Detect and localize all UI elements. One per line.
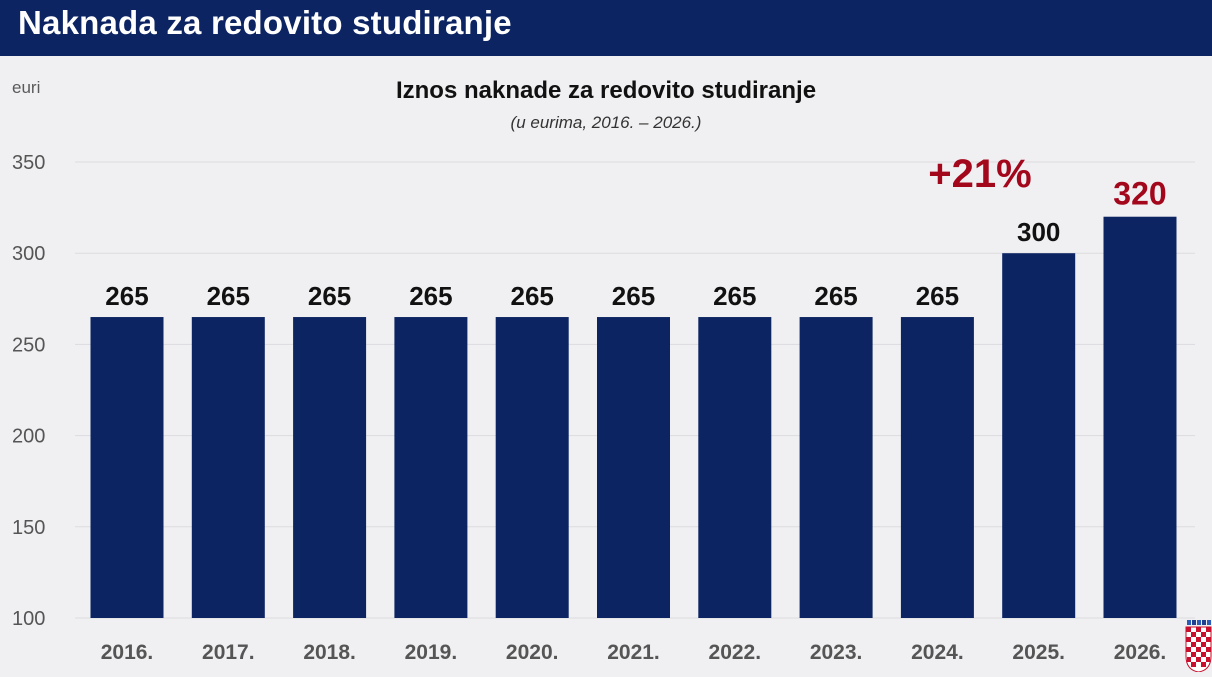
- x-tick-label: 2020.: [506, 641, 559, 664]
- bar: [597, 317, 670, 618]
- value-label: 265: [916, 281, 959, 311]
- x-tick-label: 2021.: [607, 641, 660, 664]
- value-label: 265: [713, 281, 756, 311]
- value-label: 265: [511, 281, 554, 311]
- x-tick-label: 2019.: [405, 641, 458, 664]
- y-tick-label: 300: [12, 243, 45, 265]
- x-tick-label: 2026.: [1114, 641, 1167, 664]
- value-label: 265: [409, 281, 452, 311]
- value-label: 300: [1017, 217, 1060, 247]
- bar: [293, 317, 367, 618]
- value-label: 265: [814, 281, 857, 311]
- x-tick-label: 2022.: [709, 641, 762, 664]
- bar: [900, 317, 974, 618]
- x-tick-label: 2024.: [911, 641, 964, 664]
- growth-annotation: +21%: [928, 152, 1031, 196]
- bar: [90, 317, 164, 618]
- bar: [1103, 216, 1177, 618]
- y-tick-label: 250: [12, 334, 45, 356]
- y-axis-label: euri: [12, 78, 40, 97]
- bar-chart: euri Iznos naknade za redovito studiranj…: [12, 77, 1195, 664]
- page-title: Naknada za redovito studiranje: [18, 4, 512, 41]
- x-tick-label: 2023.: [810, 641, 863, 664]
- header-bar: Naknada za redovito studiranje: [0, 0, 1212, 56]
- chart-area: euri Iznos naknade za redovito studiranj…: [0, 56, 1212, 677]
- bar: [799, 317, 873, 618]
- value-label: 320: [1113, 176, 1166, 212]
- x-tick-label: 2016.: [101, 641, 154, 664]
- value-label: 265: [308, 281, 351, 311]
- croatian-coat-of-arms-icon: [1185, 620, 1212, 672]
- y-tick-label: 350: [12, 152, 45, 174]
- x-tick-label: 2017.: [202, 641, 255, 664]
- chart-title: Iznos naknade za redovito studiranje: [396, 77, 816, 104]
- bar: [698, 317, 772, 618]
- value-label: 265: [612, 281, 655, 311]
- bar: [394, 317, 468, 618]
- bar: [495, 317, 569, 618]
- bar: [191, 317, 265, 618]
- y-tick-label: 100: [12, 608, 45, 630]
- x-tick-label: 2018.: [303, 641, 356, 664]
- value-label: 265: [207, 281, 250, 311]
- chart-subtitle: (u eurima, 2016. – 2026.): [511, 113, 702, 132]
- y-tick-label: 150: [12, 517, 45, 539]
- bar: [1002, 253, 1076, 618]
- x-tick-label: 2025.: [1012, 641, 1065, 664]
- y-tick-label: 200: [12, 426, 45, 448]
- value-label: 265: [105, 281, 148, 311]
